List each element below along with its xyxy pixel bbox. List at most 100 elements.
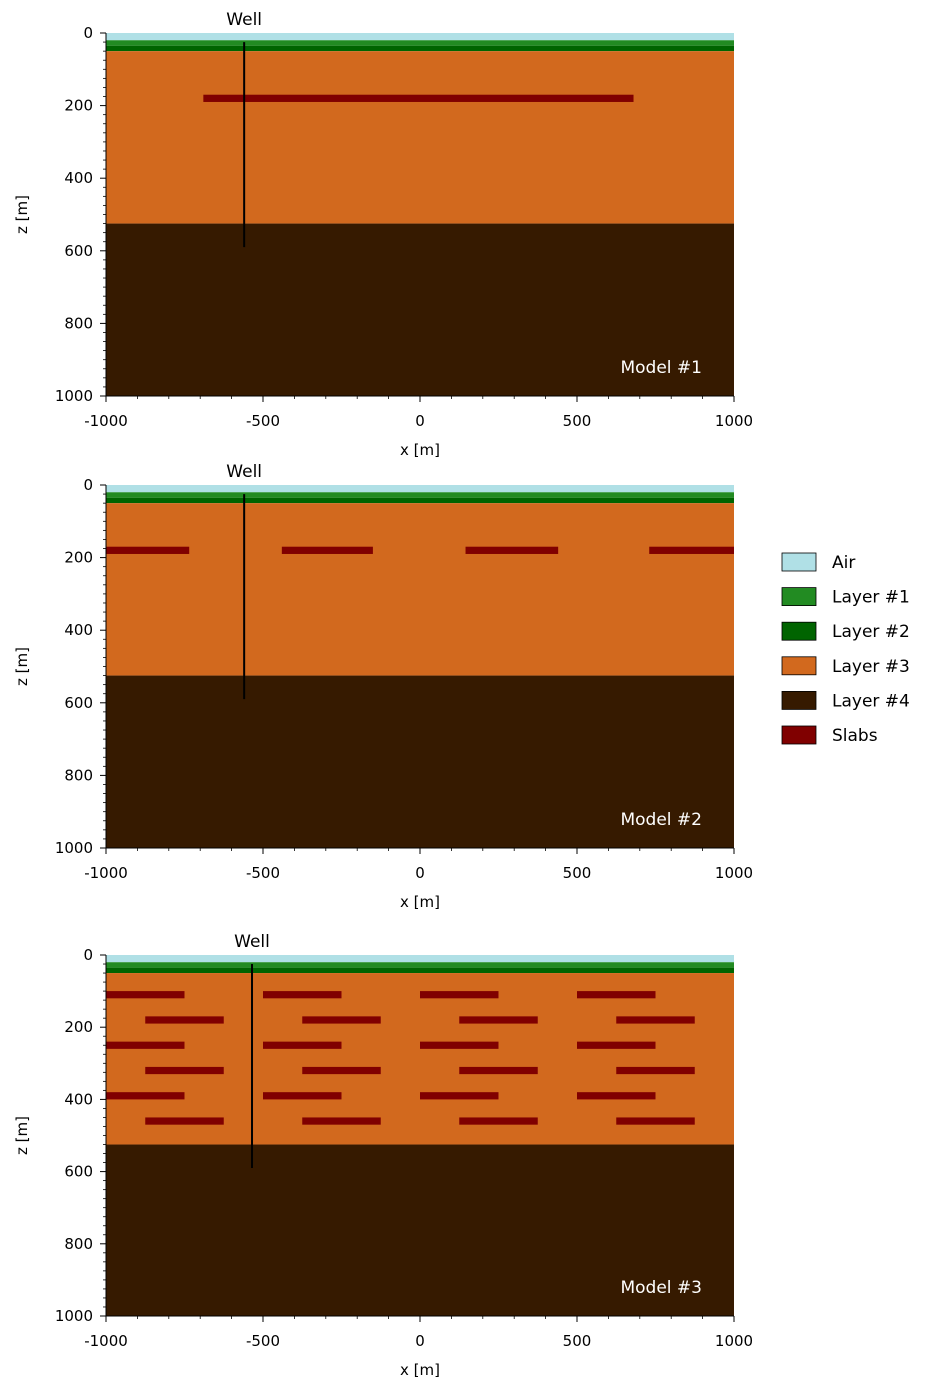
model-1-xtick-label: -500 [246, 412, 280, 430]
model-3-slab-1 [106, 991, 185, 999]
model-3-slab-9 [106, 1041, 185, 1049]
model-3-xtick-label: -1000 [84, 1332, 128, 1350]
model-3-slab-24 [616, 1117, 695, 1125]
model-3-slab-20 [577, 1092, 656, 1100]
model-1-xtick-label: -1000 [84, 412, 128, 430]
model-2-xtick-label: 1000 [715, 864, 753, 882]
legend-label-4: Layer #3 [832, 657, 910, 677]
model-2-layer-3 [106, 497, 734, 504]
legend-swatch-2 [781, 587, 817, 606]
legend-label-3: Layer #2 [832, 622, 910, 642]
model-1-slab-1 [203, 94, 634, 102]
model-3-layer-3 [106, 967, 734, 974]
model-3-slab-11 [420, 1041, 499, 1049]
model-3-slab-6 [302, 1016, 381, 1024]
model-3-layer-5 [106, 1144, 734, 1316]
model-1-ytick-label: 0 [83, 24, 93, 42]
legend-label-2: Layer #1 [832, 588, 910, 608]
model-3-label: Model #3 [620, 1278, 702, 1298]
model-3-slab-18 [263, 1092, 342, 1100]
model-3-xtick-label: -500 [246, 1332, 280, 1350]
model-3-slab-5 [145, 1016, 224, 1024]
model-3-slab-15 [459, 1066, 538, 1075]
model-3-slab-4 [577, 991, 656, 999]
model-1-ytick-label: 800 [64, 314, 93, 332]
model-2-layer-1 [106, 485, 734, 493]
model-2-ytick-label: 0 [83, 476, 93, 494]
model-3-slab-16 [616, 1066, 695, 1075]
model-1-xtick-label: 0 [415, 412, 425, 430]
model-2-xlabel: x [m] [400, 893, 440, 911]
model-2-xtick-label: 0 [415, 864, 425, 882]
model-3-slab-22 [302, 1117, 381, 1125]
model-3-ytick-label: 400 [64, 1090, 93, 1108]
model-2-label: Model #2 [620, 810, 702, 830]
model-2-slab-1 [106, 546, 190, 554]
model-3-xtick-label: 0 [415, 1332, 425, 1350]
model-3-layer-2 [106, 962, 734, 968]
legend-swatch-3 [781, 621, 817, 641]
model-3-slab-7 [459, 1016, 538, 1024]
model-1-well-label: Well [226, 10, 262, 30]
model-3-ytick-label: 800 [64, 1235, 93, 1253]
model-1-ytick-label: 1000 [55, 387, 93, 405]
model-3-slab-14 [302, 1066, 381, 1075]
model-2-layer-4 [106, 503, 734, 676]
model-2-xtick-label: -1000 [84, 864, 128, 882]
model-3-slab-13 [145, 1066, 224, 1075]
model-3-slab-21 [145, 1117, 224, 1125]
model-1-layer-1 [106, 33, 734, 41]
model-2-layer-5 [106, 675, 734, 848]
model-1-ytick-label: 600 [64, 242, 93, 260]
model-2-ytick-label: 600 [64, 694, 93, 712]
model-3-ytick-label: 200 [64, 1018, 93, 1036]
model-3-slab-8 [616, 1016, 695, 1024]
model-2-ytick-label: 400 [64, 621, 93, 639]
model-3-slab-10 [263, 1041, 342, 1049]
model-1-ytick-label: 200 [64, 97, 93, 115]
legend-label-1: Air [832, 553, 855, 573]
model-1-label: Model #1 [620, 358, 702, 378]
legend-swatch-5 [781, 691, 817, 710]
model-2-xtick-label: -500 [246, 864, 280, 882]
model-3-layer-4 [106, 973, 734, 1145]
model-2-ytick-label: 1000 [55, 839, 93, 857]
model-2-layer-2 [106, 492, 734, 498]
model-2-xtick-label: 500 [563, 864, 592, 882]
legend-label-5: Layer #4 [832, 691, 910, 711]
model-2-slab-4 [649, 546, 734, 554]
model-3-ytick-label: 1000 [55, 1307, 93, 1325]
model-3-slab-19 [420, 1092, 499, 1100]
model-3-xtick-label: 1000 [715, 1332, 753, 1350]
model-3-slab-2 [263, 991, 342, 999]
model-3-well-label: Well [234, 932, 270, 952]
model-2-ylabel: z [m] [13, 647, 31, 686]
legend-swatch-6 [781, 725, 817, 745]
model-1-xtick-label: 1000 [715, 412, 753, 430]
model-2-ytick-label: 200 [64, 549, 93, 567]
model-3-ylabel: z [m] [13, 1116, 31, 1155]
model-2-slab-3 [465, 546, 559, 554]
model-1-layer-3 [106, 45, 734, 52]
model-1-layer-5 [106, 223, 734, 396]
model-3-slab-3 [420, 991, 499, 999]
model-3-ytick-label: 600 [64, 1163, 93, 1181]
model-3-slab-17 [106, 1092, 185, 1100]
legend-swatch-4 [781, 656, 817, 676]
model-2-ytick-label: 800 [64, 766, 93, 784]
model-3-ytick-label: 0 [83, 946, 93, 964]
model-2-slab-2 [281, 546, 373, 554]
model-3-slab-23 [459, 1117, 538, 1125]
model-1-layer-4 [106, 51, 734, 224]
model-2-well-label: Well [226, 462, 262, 482]
model-3-xlabel: x [m] [400, 1361, 440, 1379]
model-1-ytick-label: 400 [64, 169, 93, 187]
model-3-xtick-label: 500 [563, 1332, 592, 1350]
model-1-xtick-label: 500 [563, 412, 592, 430]
model-3-layer-1 [106, 955, 734, 963]
model-3-slab-12 [577, 1041, 656, 1049]
model-1-xlabel: x [m] [400, 441, 440, 459]
legend-label-6: Slabs [832, 726, 878, 746]
